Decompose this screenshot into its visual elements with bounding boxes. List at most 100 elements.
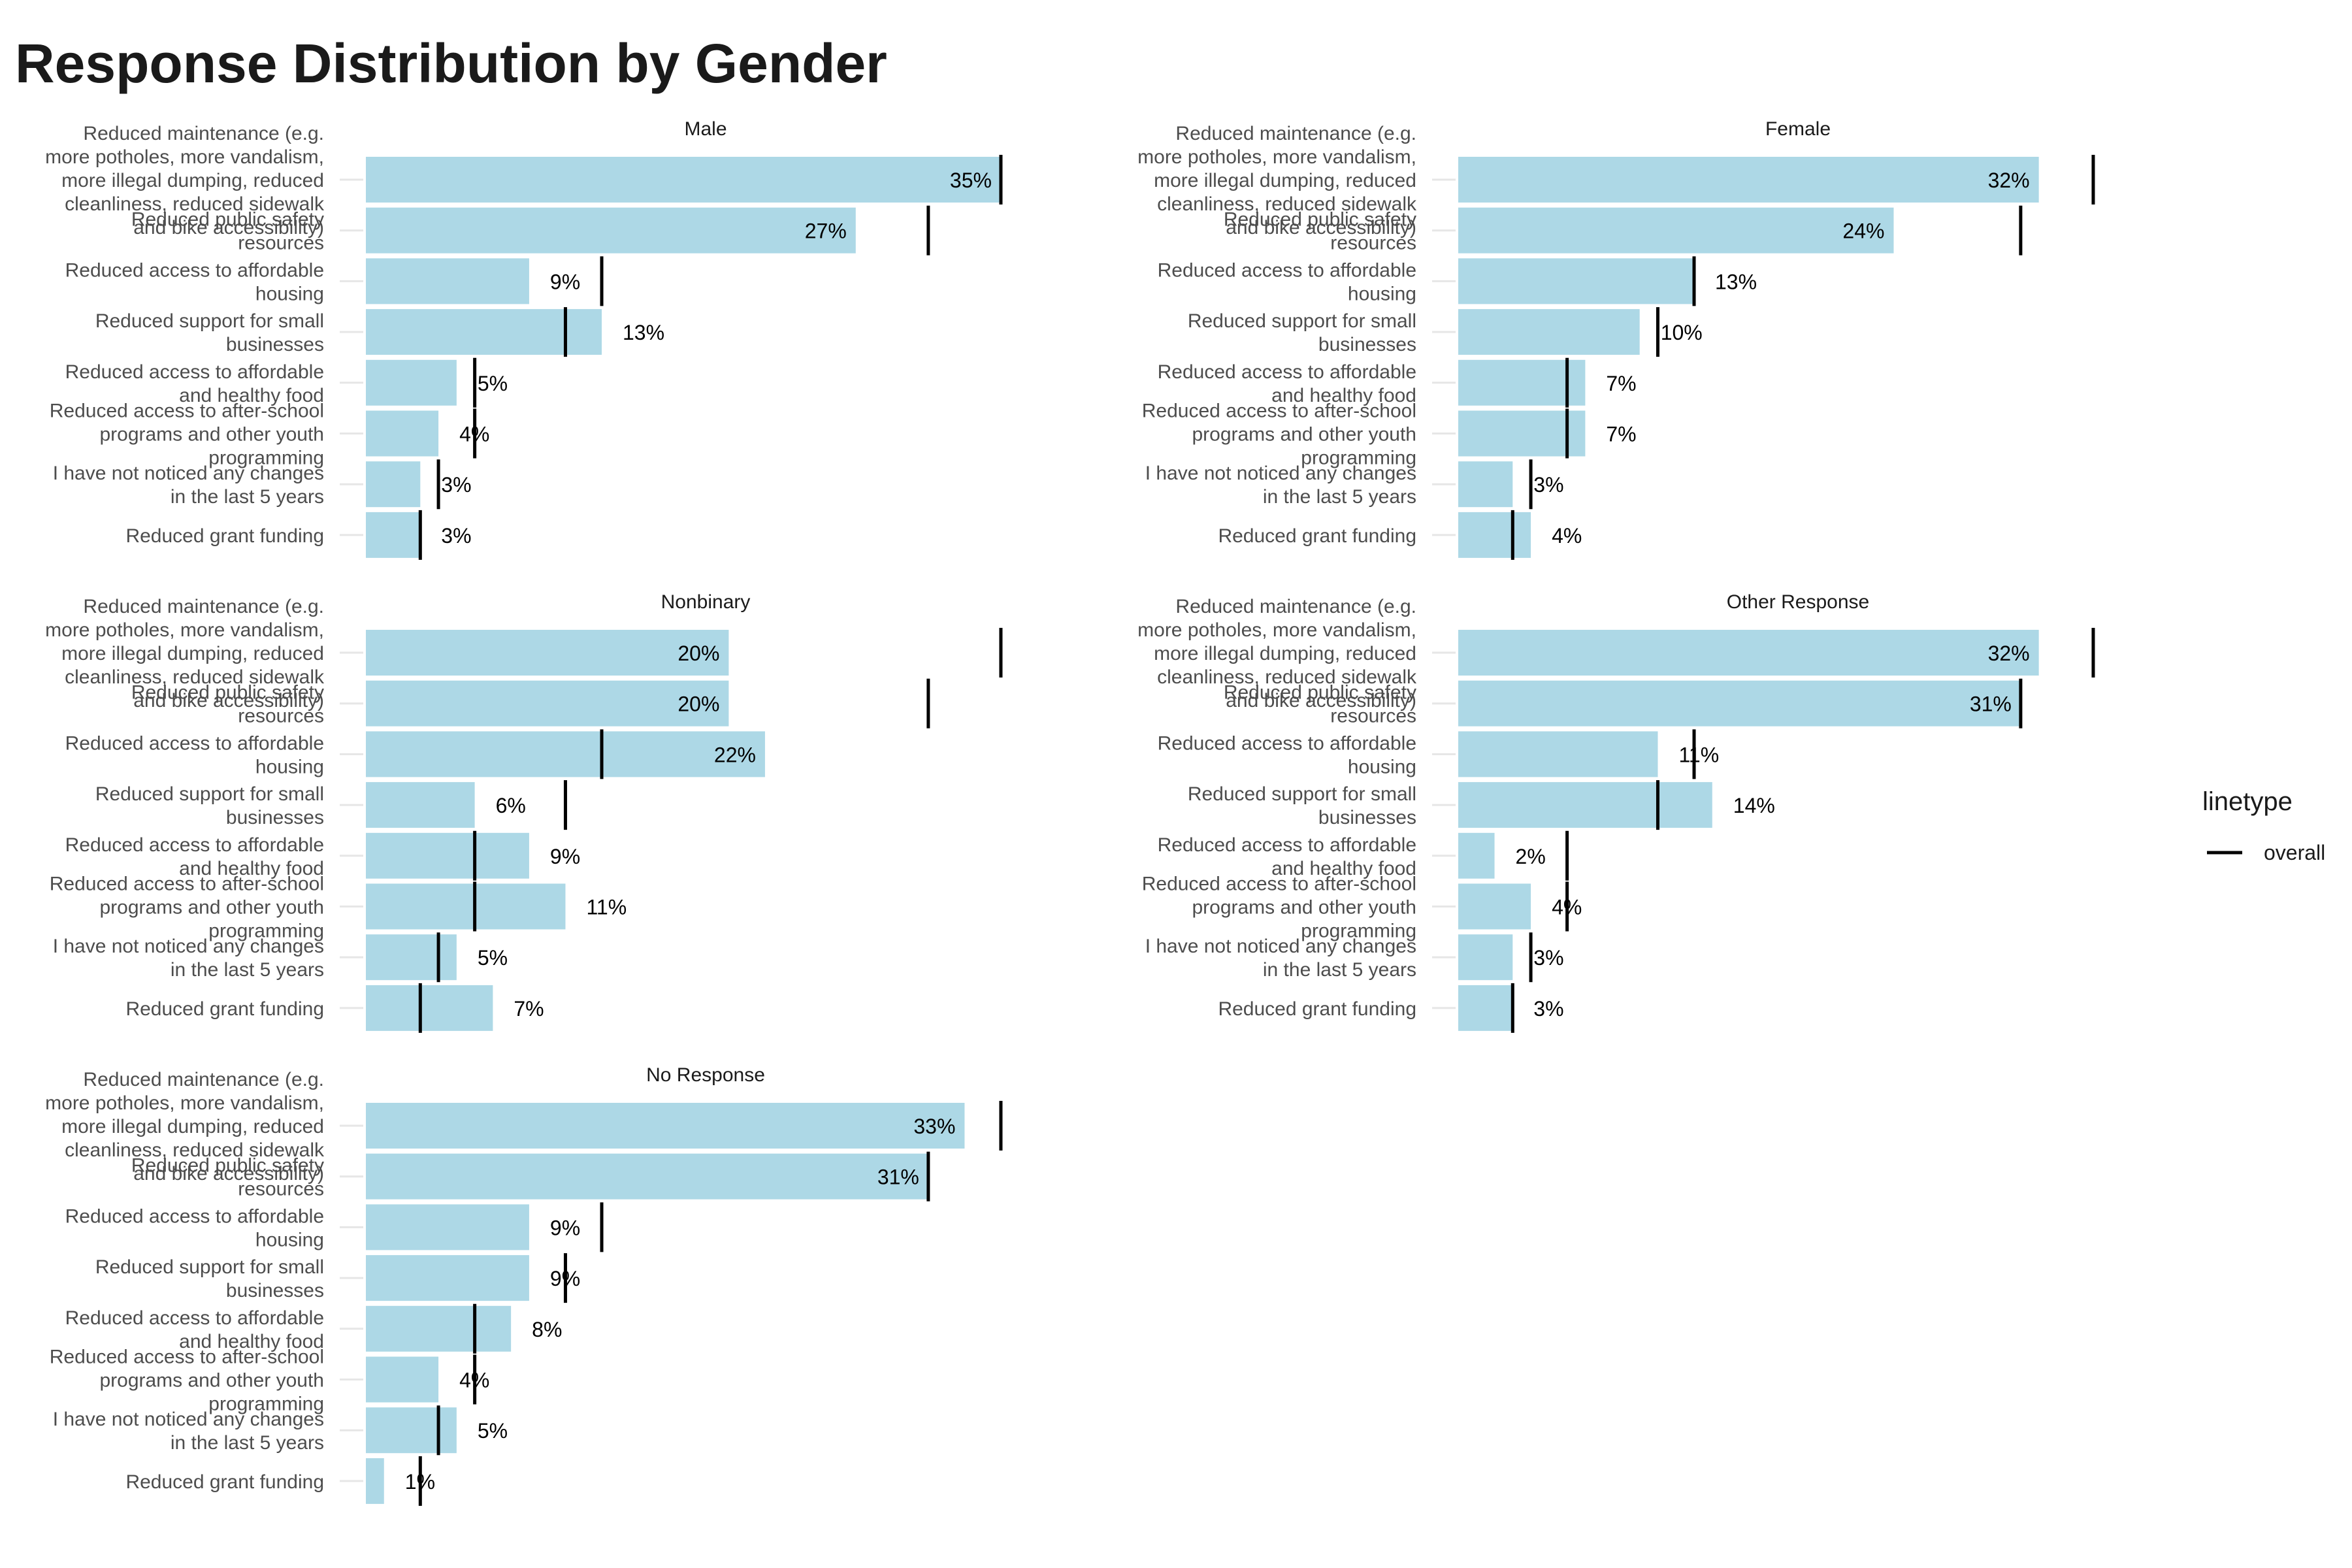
category-label: Reduced access to affordable housing	[65, 732, 324, 777]
category-label: Reduced access to affordable housing	[65, 259, 324, 304]
category-label: Reduced access to affordable and healthy …	[65, 834, 324, 879]
value-label: 35%	[950, 169, 992, 192]
category-label: Reduced access to after-school programs a…	[50, 1347, 324, 1415]
value-label: 9%	[550, 1267, 580, 1290]
bar	[366, 985, 493, 1031]
category-label: I have not noticed any changes in the las…	[1145, 463, 1416, 508]
bar	[366, 782, 475, 828]
value-label: 3%	[1533, 946, 1563, 970]
chart-title: Response Distribution by Gender	[15, 33, 887, 94]
category-label: Reduced grant funding	[125, 1471, 324, 1493]
value-label: 7%	[1606, 423, 1636, 446]
value-label: 2%	[1516, 845, 1546, 868]
bar	[1458, 258, 1695, 304]
bar	[366, 1305, 512, 1352]
category-label: Reduced access to affordable and healthy …	[65, 361, 324, 406]
facet-title: Other Response	[1727, 591, 1869, 613]
bar	[1458, 883, 1531, 930]
value-label: 4%	[459, 423, 489, 446]
bar	[1458, 630, 2039, 676]
facet-title: Female	[1765, 118, 1831, 140]
category-label: Reduced public safety resources	[131, 209, 324, 254]
bar	[366, 832, 529, 879]
category-label: Reduced grant funding	[125, 998, 324, 1020]
facet-title: No Response	[646, 1064, 765, 1086]
value-label: 10%	[1661, 321, 1703, 344]
value-label: 5%	[478, 946, 508, 970]
category-label: Reduced support for small businesses	[95, 783, 324, 828]
category-label: Reduced access to affordable and healthy …	[1158, 834, 1416, 879]
bar	[366, 1103, 965, 1149]
value-label: 22%	[714, 743, 756, 766]
category-label: Reduced access to affordable housing	[1158, 259, 1416, 304]
bar	[366, 461, 421, 508]
bar	[366, 630, 729, 676]
bar	[366, 410, 439, 457]
value-label: 33%	[913, 1115, 955, 1138]
facet-title: Male	[684, 118, 727, 140]
category-label: Reduced support for small businesses	[95, 1256, 324, 1301]
category-label: Reduced access to affordable and healthy …	[1158, 361, 1416, 406]
bar	[366, 512, 421, 558]
category-label: Reduced maintenance (e.g. more potholes, …	[45, 123, 325, 238]
category-label: Reduced support for small businesses	[1188, 310, 1416, 355]
legend-title: linetype	[2202, 787, 2293, 816]
category-label: Reduced access to after-school programs a…	[1142, 874, 1416, 942]
bar	[366, 157, 1001, 203]
bar	[366, 731, 765, 777]
value-label: 9%	[550, 845, 580, 868]
bar	[366, 1458, 384, 1504]
bar	[1458, 680, 2021, 727]
bar	[366, 309, 602, 355]
category-label: Reduced maintenance (e.g. more potholes, …	[1137, 596, 1417, 711]
value-label: 3%	[1533, 997, 1563, 1021]
bar	[1458, 359, 1586, 406]
value-label: 27%	[805, 220, 847, 243]
bar	[366, 680, 729, 727]
bar	[1458, 410, 1586, 457]
bar	[1458, 461, 1513, 508]
bar	[366, 1356, 439, 1403]
value-label: 5%	[478, 372, 508, 395]
bar	[366, 883, 566, 930]
category-label: I have not noticed any changes in the las…	[53, 463, 324, 508]
category-label: I have not noticed any changes in the las…	[53, 936, 324, 981]
value-label: 13%	[1715, 270, 1757, 293]
bar	[366, 359, 457, 406]
category-label: Reduced access to after-school programs a…	[50, 400, 324, 469]
bar	[1458, 157, 2039, 203]
value-label: 5%	[478, 1419, 508, 1443]
value-label: 32%	[1988, 169, 2030, 192]
category-label: Reduced public safety resources	[131, 682, 324, 727]
value-label: 31%	[877, 1166, 919, 1189]
value-label: 7%	[1606, 372, 1636, 395]
category-label: Reduced access to affordable housing	[1158, 732, 1416, 777]
value-label: 20%	[678, 693, 719, 716]
category-label: Reduced access to after-school programs a…	[50, 874, 324, 942]
value-label: 32%	[1988, 642, 2030, 665]
value-label: 3%	[441, 473, 471, 497]
category-label: Reduced public safety resources	[131, 1155, 324, 1200]
facet-title: Nonbinary	[661, 591, 751, 613]
bar	[1458, 309, 1640, 355]
category-label: Reduced maintenance (e.g. more potholes, …	[45, 596, 325, 711]
value-label: 31%	[1970, 693, 2012, 716]
value-label: 3%	[1533, 473, 1563, 497]
category-label: Reduced grant funding	[1218, 998, 1416, 1020]
value-label: 14%	[1733, 794, 1775, 817]
value-label: 6%	[496, 794, 526, 817]
category-label: Reduced maintenance (e.g. more potholes, …	[45, 1069, 325, 1184]
value-label: 7%	[514, 997, 544, 1021]
category-label: Reduced public safety resources	[1224, 209, 1416, 254]
category-label: I have not noticed any changes in the las…	[53, 1409, 324, 1454]
category-label: Reduced support for small businesses	[95, 310, 324, 355]
bar	[366, 1255, 529, 1301]
category-label: Reduced access to after-school programs a…	[1142, 400, 1416, 469]
category-label: Reduced access to affordable housing	[65, 1205, 324, 1250]
category-label: I have not noticed any changes in the las…	[1145, 936, 1416, 981]
category-label: Reduced access to affordable and healthy …	[65, 1307, 324, 1352]
value-label: 4%	[1552, 896, 1582, 919]
bar	[1458, 731, 1658, 777]
bar	[366, 258, 529, 304]
